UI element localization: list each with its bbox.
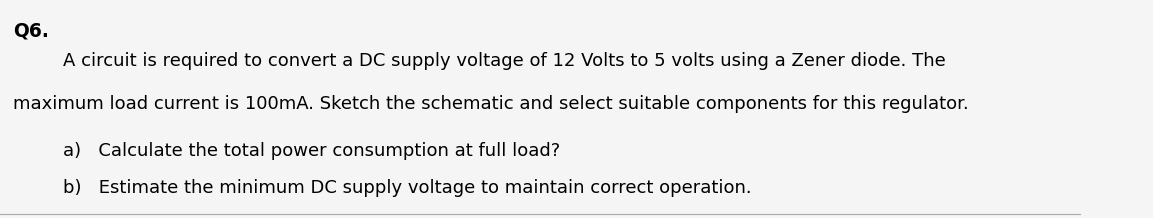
Text: a)   Calculate the total power consumption at full load?: a) Calculate the total power consumption… [62, 142, 560, 160]
Text: Q6.: Q6. [13, 22, 48, 41]
Text: b)   Estimate the minimum DC supply voltage to maintain correct operation.: b) Estimate the minimum DC supply voltag… [62, 179, 752, 197]
Text: maximum load current is 100mA. Sketch the schematic and select suitable componen: maximum load current is 100mA. Sketch th… [13, 95, 969, 113]
Text: A circuit is required to convert a DC supply voltage of 12 Volts to 5 volts usin: A circuit is required to convert a DC su… [62, 52, 945, 70]
